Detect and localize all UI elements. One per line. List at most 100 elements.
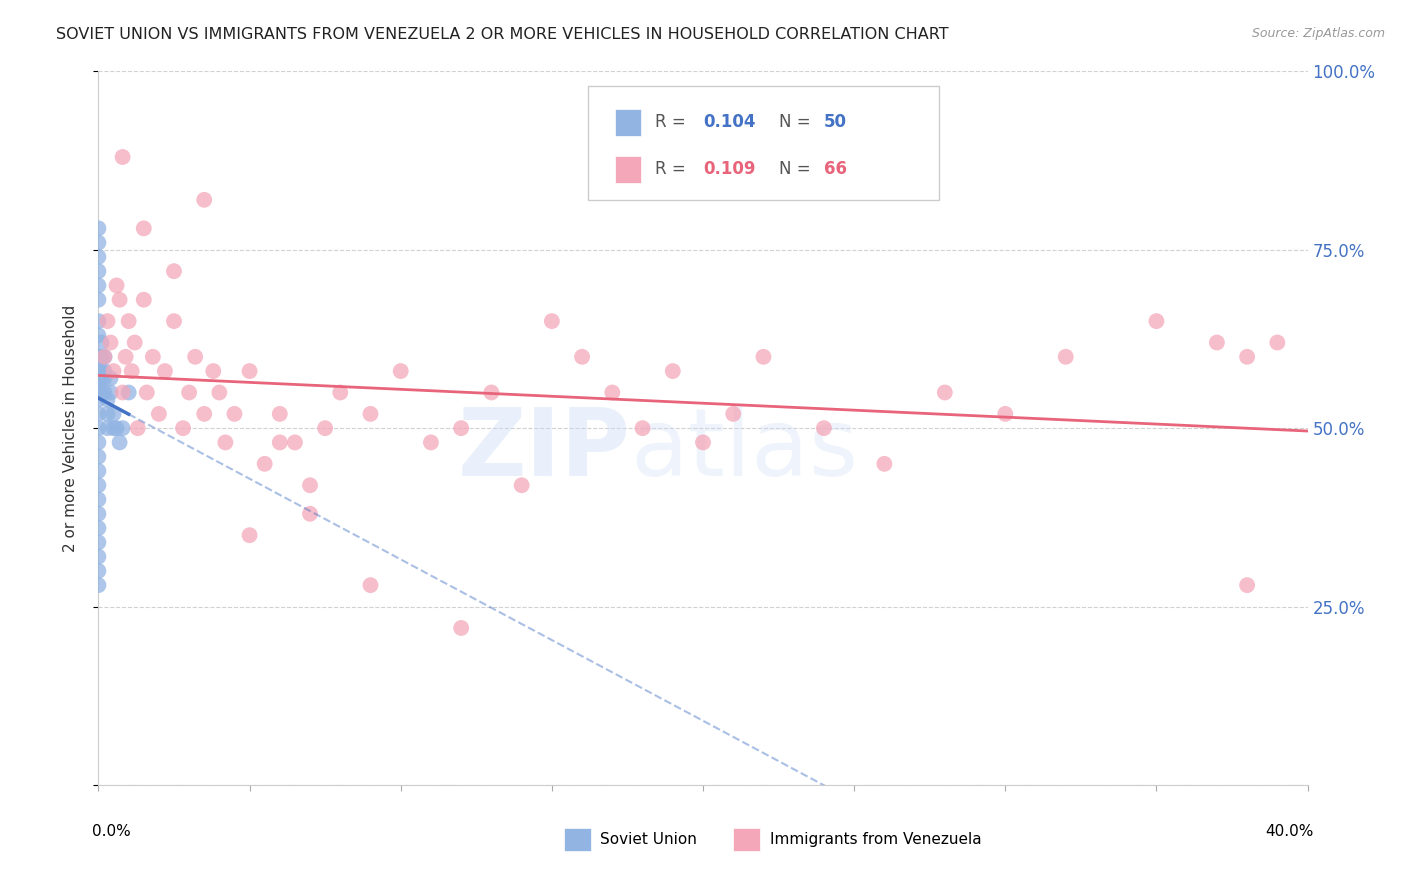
Soviet Union bbox=[87, 293, 110, 307]
Text: SOVIET UNION VS IMMIGRANTS FROM VENEZUELA 2 OR MORE VEHICLES IN HOUSEHOLD CORREL: SOVIET UNION VS IMMIGRANTS FROM VENEZUEL… bbox=[56, 27, 949, 42]
Immigrants from Venezuela bbox=[1236, 578, 1258, 592]
Soviet Union bbox=[87, 435, 110, 450]
Soviet Union bbox=[87, 421, 110, 435]
Soviet Union bbox=[87, 385, 110, 400]
Soviet Union bbox=[87, 350, 110, 364]
Text: Source: ZipAtlas.com: Source: ZipAtlas.com bbox=[1251, 27, 1385, 40]
Soviet Union bbox=[87, 314, 110, 328]
Immigrants from Venezuela bbox=[450, 621, 472, 635]
Text: 66: 66 bbox=[824, 160, 846, 178]
Soviet Union bbox=[96, 407, 118, 421]
Bar bbox=[734, 829, 759, 851]
Immigrants from Venezuela bbox=[661, 364, 683, 378]
Immigrants from Venezuela bbox=[135, 385, 157, 400]
Immigrants from Venezuela bbox=[329, 385, 352, 400]
Immigrants from Venezuela bbox=[1236, 350, 1258, 364]
Immigrants from Venezuela bbox=[299, 478, 322, 492]
Soviet Union bbox=[87, 385, 110, 400]
Bar bbox=[614, 156, 641, 183]
Soviet Union bbox=[93, 364, 115, 378]
Soviet Union bbox=[87, 357, 110, 371]
Immigrants from Venezuela bbox=[299, 507, 322, 521]
Soviet Union bbox=[100, 371, 122, 385]
Immigrants from Venezuela bbox=[224, 407, 246, 421]
Soviet Union bbox=[87, 464, 110, 478]
Immigrants from Venezuela bbox=[510, 478, 533, 492]
Text: 0.0%: 0.0% bbox=[93, 824, 131, 839]
Soviet Union bbox=[108, 435, 131, 450]
Soviet Union bbox=[87, 364, 110, 378]
Soviet Union bbox=[87, 278, 110, 293]
Immigrants from Venezuela bbox=[389, 364, 412, 378]
Immigrants from Venezuela bbox=[142, 350, 165, 364]
Immigrants from Venezuela bbox=[163, 314, 186, 328]
Soviet Union bbox=[87, 521, 110, 535]
Immigrants from Venezuela bbox=[1206, 335, 1229, 350]
Immigrants from Venezuela bbox=[127, 421, 149, 435]
Immigrants from Venezuela bbox=[481, 385, 503, 400]
Soviet Union bbox=[93, 385, 115, 400]
Text: R =: R = bbox=[655, 113, 690, 131]
Immigrants from Venezuela bbox=[132, 221, 155, 235]
Immigrants from Venezuela bbox=[934, 385, 956, 400]
Soviet Union bbox=[90, 371, 112, 385]
Soviet Union bbox=[100, 385, 122, 400]
Immigrants from Venezuela bbox=[163, 264, 186, 278]
Immigrants from Venezuela bbox=[179, 385, 201, 400]
Immigrants from Venezuela bbox=[214, 435, 236, 450]
Soviet Union bbox=[87, 221, 110, 235]
Immigrants from Venezuela bbox=[93, 350, 115, 364]
Soviet Union bbox=[87, 250, 110, 264]
Soviet Union bbox=[96, 392, 118, 407]
Immigrants from Venezuela bbox=[148, 407, 170, 421]
Immigrants from Venezuela bbox=[108, 293, 131, 307]
Immigrants from Venezuela bbox=[450, 421, 472, 435]
Immigrants from Venezuela bbox=[269, 407, 291, 421]
Soviet Union bbox=[87, 578, 110, 592]
Immigrants from Venezuela bbox=[540, 314, 562, 328]
Immigrants from Venezuela bbox=[121, 364, 143, 378]
Soviet Union bbox=[87, 350, 110, 364]
Y-axis label: 2 or more Vehicles in Household: 2 or more Vehicles in Household bbox=[63, 304, 77, 552]
Soviet Union bbox=[87, 378, 110, 392]
Immigrants from Venezuela bbox=[96, 314, 118, 328]
Soviet Union bbox=[90, 350, 112, 364]
Immigrants from Venezuela bbox=[239, 528, 262, 542]
Immigrants from Venezuela bbox=[813, 421, 835, 435]
Soviet Union bbox=[87, 507, 110, 521]
Soviet Union bbox=[87, 564, 110, 578]
Soviet Union bbox=[87, 478, 110, 492]
Immigrants from Venezuela bbox=[153, 364, 176, 378]
Immigrants from Venezuela bbox=[752, 350, 775, 364]
Soviet Union bbox=[87, 450, 110, 464]
Immigrants from Venezuela bbox=[193, 193, 215, 207]
Immigrants from Venezuela bbox=[208, 385, 231, 400]
Immigrants from Venezuela bbox=[269, 435, 291, 450]
Text: N =: N = bbox=[779, 160, 815, 178]
Immigrants from Venezuela bbox=[114, 350, 136, 364]
Text: Immigrants from Venezuela: Immigrants from Venezuela bbox=[769, 832, 981, 847]
Immigrants from Venezuela bbox=[631, 421, 654, 435]
Soviet Union bbox=[87, 264, 110, 278]
Bar bbox=[564, 829, 591, 851]
Immigrants from Venezuela bbox=[360, 407, 382, 421]
Immigrants from Venezuela bbox=[284, 435, 307, 450]
Immigrants from Venezuela bbox=[420, 435, 443, 450]
Text: R =: R = bbox=[655, 160, 690, 178]
Soviet Union bbox=[118, 385, 141, 400]
Soviet Union bbox=[87, 549, 110, 564]
Immigrants from Venezuela bbox=[239, 364, 262, 378]
Text: atlas: atlas bbox=[630, 403, 859, 496]
Soviet Union bbox=[103, 421, 125, 435]
Soviet Union bbox=[87, 407, 110, 421]
Soviet Union bbox=[87, 392, 110, 407]
Immigrants from Venezuela bbox=[723, 407, 745, 421]
Immigrants from Venezuela bbox=[873, 457, 896, 471]
Soviet Union bbox=[111, 421, 134, 435]
Immigrants from Venezuela bbox=[571, 350, 593, 364]
Immigrants from Venezuela bbox=[111, 385, 134, 400]
Immigrants from Venezuela bbox=[1144, 314, 1167, 328]
Immigrants from Venezuela bbox=[202, 364, 225, 378]
Soviet Union bbox=[90, 364, 112, 378]
Immigrants from Venezuela bbox=[111, 150, 134, 164]
